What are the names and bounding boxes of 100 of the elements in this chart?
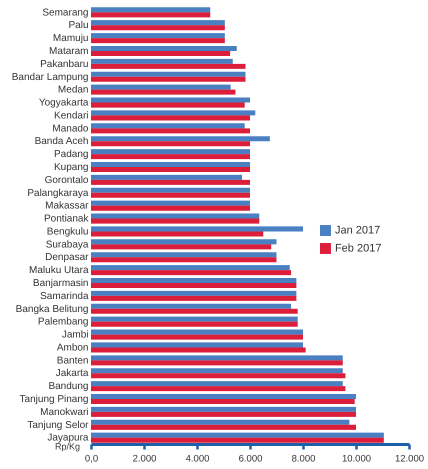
bar xyxy=(91,265,290,270)
y-tick-label: Palu xyxy=(68,20,88,32)
bar xyxy=(91,347,306,352)
y-tick-label: Jakarta xyxy=(56,368,89,380)
legend-label: Jan 2017 xyxy=(334,224,380,236)
bar xyxy=(91,239,276,244)
bar xyxy=(91,394,356,400)
bar xyxy=(91,257,276,262)
bar xyxy=(91,412,356,417)
y-tick-label: Kupang xyxy=(54,162,88,173)
bar xyxy=(91,373,346,378)
bar xyxy=(91,270,292,276)
x-tick-label: 4.000 xyxy=(186,454,210,464)
y-tick-label: Banjarmasin xyxy=(32,278,88,290)
y-tick-label: Makassar xyxy=(45,200,90,212)
bar xyxy=(91,72,246,77)
y-tick-label: Bandar Lampung xyxy=(12,72,88,83)
bar xyxy=(91,252,276,258)
y-tick-label: Gorontalo xyxy=(44,174,89,186)
bar xyxy=(91,7,210,12)
x-tick-label: 10.000 xyxy=(342,454,372,464)
bar xyxy=(91,290,296,296)
bar xyxy=(91,244,272,250)
x-tick-label: 8.000 xyxy=(292,454,316,464)
bar xyxy=(91,166,250,172)
bar xyxy=(91,12,210,18)
bar xyxy=(91,90,236,95)
bar xyxy=(91,342,303,348)
bar xyxy=(91,64,246,69)
bar xyxy=(91,432,384,438)
bar xyxy=(91,218,260,224)
bar xyxy=(91,188,250,193)
x-tick-label: 6.000 xyxy=(238,454,262,464)
y-tick-label: Banten xyxy=(56,355,88,366)
bar xyxy=(91,206,250,211)
y-tick-label: Palangkaraya xyxy=(27,188,89,199)
bar xyxy=(91,84,231,90)
bar xyxy=(91,296,296,301)
bar xyxy=(91,368,343,374)
bar xyxy=(91,102,245,108)
bar xyxy=(91,154,250,160)
bar xyxy=(91,174,242,180)
bar xyxy=(91,58,233,64)
bar xyxy=(91,316,298,322)
y-tick-label: Palembang xyxy=(38,316,88,328)
y-tick-label: Bengkulu xyxy=(46,226,88,238)
bar xyxy=(91,283,296,288)
bar xyxy=(91,226,303,232)
bar xyxy=(91,38,225,44)
bar xyxy=(91,180,250,185)
y-tick-label: Mamuju xyxy=(52,33,88,44)
bar xyxy=(91,136,270,142)
bar xyxy=(91,141,250,146)
bar xyxy=(91,33,225,38)
y-tick-label: Mataram xyxy=(49,46,88,57)
y-tick-label: Padang xyxy=(54,149,88,160)
bar xyxy=(91,399,355,404)
y-tick-label: Yogyakarta xyxy=(38,98,89,109)
bar xyxy=(91,278,296,284)
bar xyxy=(91,115,250,120)
bar xyxy=(91,381,343,386)
bar xyxy=(91,334,303,340)
bar xyxy=(91,200,250,206)
bar xyxy=(91,76,246,82)
y-tick-label: Tanjung Selor xyxy=(27,420,90,431)
bar xyxy=(91,123,245,128)
y-tick-label: Kendari xyxy=(54,110,88,122)
y-tick-label: Bangka Belitung xyxy=(16,304,88,315)
x-axis-title: Rp/Kg xyxy=(54,442,80,452)
x-tick-label: 2.000 xyxy=(132,454,156,464)
bar xyxy=(91,355,343,360)
y-tick-label: Jambi xyxy=(62,330,88,341)
y-tick-label: Medan xyxy=(58,84,88,96)
y-tick-label: Maluku Utara xyxy=(29,265,89,276)
bar xyxy=(91,50,230,56)
legend-label: Feb 2017 xyxy=(334,242,382,254)
bar xyxy=(91,25,225,30)
bar xyxy=(91,231,264,236)
bar xyxy=(91,20,225,26)
y-tick-label: Ambon xyxy=(56,342,88,354)
bar xyxy=(91,214,260,219)
bar xyxy=(91,438,384,443)
bar xyxy=(91,304,292,309)
y-tick-label: Pakanbaru xyxy=(40,58,88,70)
y-tick-label: Samarinda xyxy=(40,290,89,302)
y-tick-label: Surabaya xyxy=(46,239,89,250)
bar xyxy=(91,424,356,430)
bar xyxy=(91,46,237,51)
bar xyxy=(91,420,350,425)
y-tick-label: Denpasar xyxy=(45,252,90,264)
bar xyxy=(91,149,250,154)
bar xyxy=(91,330,303,335)
bar xyxy=(91,110,256,116)
bar xyxy=(91,98,250,103)
x-tick-label: 12.000 xyxy=(394,454,424,464)
bar xyxy=(91,162,250,167)
bar xyxy=(91,128,250,134)
bar xyxy=(91,386,346,392)
bar xyxy=(91,360,343,366)
y-tick-label: Semarang xyxy=(42,7,88,18)
